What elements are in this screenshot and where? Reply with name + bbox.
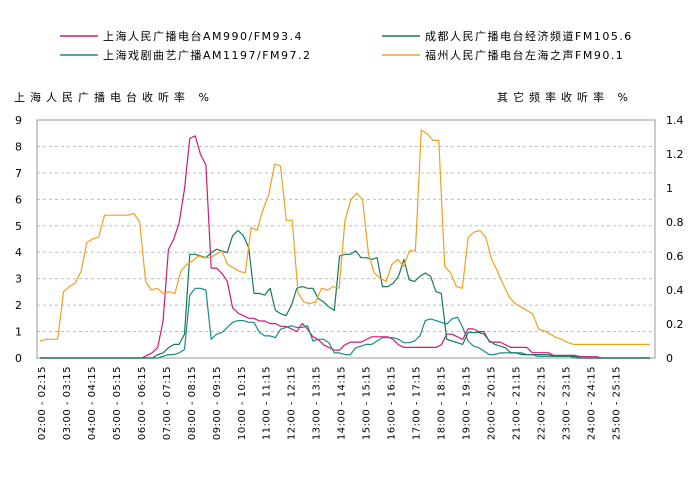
- x-tick-label: 05:00 - 05:15: [112, 366, 123, 440]
- x-tick-label: 23:00 - 23:15: [561, 366, 572, 440]
- grid-lines: [37, 145, 655, 333]
- plot-frame: [36, 119, 656, 359]
- x-axis-ticks: 02:00 - 02:15 03:00 - 03:15 04:00 - 04:15 0…: [37, 366, 622, 440]
- x-tick-label: 06:00 - 06:15: [137, 366, 148, 440]
- x-tick-label: 10:00 - 10:15: [237, 366, 248, 440]
- x-tick-label: 03:00 - 03:15: [62, 366, 73, 440]
- left-tick-label: 9: [15, 114, 22, 127]
- x-tick-label: 14:00 - 14:15: [337, 366, 348, 440]
- x-tick-label: 09:00 - 09:15: [212, 366, 223, 440]
- right-axis-ticks: 0 0.2 0.4 0.6 0.8 1 1.2 1.4: [666, 114, 684, 365]
- left-tick-label: 7: [15, 167, 22, 180]
- right-axis-title: 其它频率收听率 %: [497, 90, 633, 104]
- x-tick-label: 08:00 - 08:15: [187, 366, 198, 440]
- right-tick-label: 1.2: [666, 148, 684, 161]
- series-line-2: [40, 229, 650, 359]
- x-tick-label: 17:00 - 17:15: [412, 366, 423, 440]
- x-tick-label: 20:00 - 20:15: [486, 366, 497, 440]
- legend-label-shanghai-people: 上海人民广播电台AM990/FM93.4: [103, 29, 303, 43]
- left-axis-title: 上海人民广播电台收听率 %: [14, 90, 214, 104]
- x-tick-label: 04:00 - 04:15: [87, 366, 98, 440]
- legend-label-chengdu-economy: 成都人民广播电台经济频道FM105.6: [425, 29, 633, 43]
- right-tick-label: 1: [666, 182, 673, 195]
- right-tick-label: 1.4: [666, 114, 684, 127]
- x-tick-label: 11:00 - 11:15: [262, 366, 273, 440]
- x-tick-label: 21:00 - 21:15: [511, 366, 522, 440]
- x-tick-label: 18:00 - 18:15: [437, 366, 448, 440]
- left-tick-label: 5: [15, 220, 22, 233]
- right-tick-label: 0.6: [666, 250, 684, 263]
- legend-label-shanghai-opera: 上海戏剧曲艺广播AM1197/FM97.2: [103, 48, 312, 62]
- chart-legend: 上海人民广播电台AM990/FM93.4 上海戏剧曲艺广播AM1197/FM97…: [60, 29, 633, 62]
- left-tick-label: 2: [15, 299, 22, 312]
- series-line-0: [40, 135, 650, 359]
- left-tick-label: 1: [15, 326, 22, 339]
- left-tick-label: 0: [15, 352, 22, 365]
- x-tick-label: 22:00 - 22:15: [536, 366, 547, 440]
- x-tick-label: 13:00 - 13:15: [312, 366, 323, 440]
- x-tick-label: 19:00 - 19:15: [461, 366, 472, 440]
- right-tick-label: 0.4: [666, 284, 684, 297]
- series-lines: [39, 129, 650, 359]
- x-tick-label: 16:00 - 16:15: [387, 366, 398, 440]
- left-axis-ticks: 0 1 2 3 4 5 6 7 8 9: [15, 114, 22, 365]
- x-tick-label: 12:00 - 12:15: [287, 366, 298, 440]
- series-line-1: [40, 287, 650, 359]
- left-tick-label: 3: [15, 273, 22, 286]
- left-tick-label: 6: [15, 193, 22, 206]
- x-tick-label: 15:00 - 15:15: [362, 366, 373, 440]
- x-tick-label: 02:00 - 02:15: [37, 366, 48, 440]
- series-line-3: [39, 129, 650, 345]
- x-tick-label: 07:00 - 07:15: [162, 366, 173, 440]
- left-tick-label: 8: [15, 140, 22, 153]
- left-tick-label: 4: [15, 246, 22, 259]
- legend-label-fuzhou-zuohai: 福州人民广播电台左海之声FM90.1: [425, 48, 624, 62]
- right-tick-label: 0.8: [666, 216, 684, 229]
- x-tick-label: 24:00 - 24:15: [586, 366, 597, 440]
- right-tick-label: 0.2: [666, 318, 684, 331]
- right-tick-label: 0: [666, 352, 673, 365]
- x-tick-label: 25:00 - 25:15: [611, 366, 622, 440]
